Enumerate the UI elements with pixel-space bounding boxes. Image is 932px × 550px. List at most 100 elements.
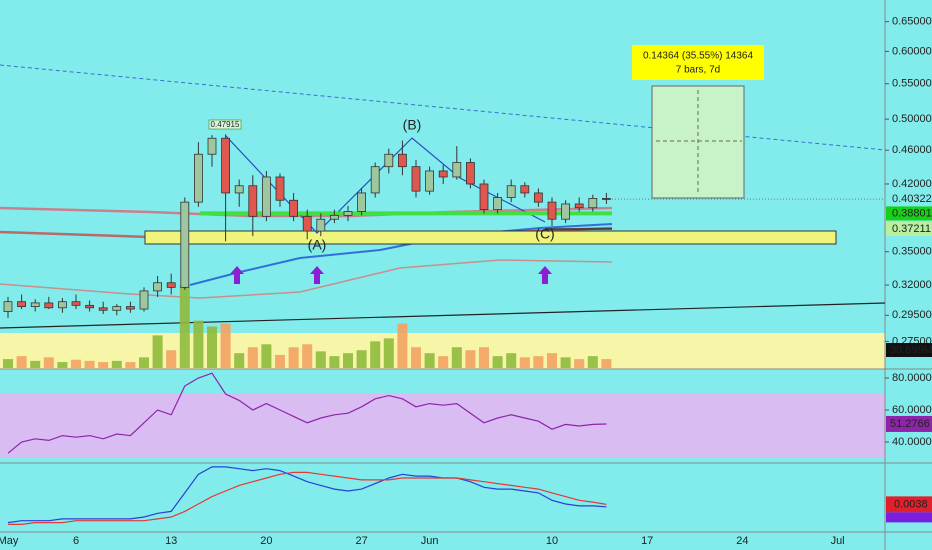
- candle-body: [588, 198, 598, 209]
- y-tick-label: 0.35000: [892, 246, 932, 258]
- candle-body: [221, 137, 231, 194]
- volume-bar: [302, 344, 313, 368]
- wave-label: (C): [535, 226, 554, 242]
- last-price-label: 0.40322: [892, 193, 932, 205]
- volume-bar: [560, 357, 571, 368]
- x-tick-label: 17: [641, 535, 653, 547]
- arrow-up: [538, 266, 552, 284]
- candle-body: [302, 215, 312, 232]
- volume-bar: [166, 350, 177, 368]
- volume-bar: [601, 359, 612, 368]
- volume-bar: [506, 353, 517, 368]
- candle-body: [452, 162, 462, 178]
- candle-body: [126, 306, 135, 310]
- y-tick-label: 0.60000: [892, 45, 932, 57]
- volume-bar: [43, 357, 54, 368]
- volume-bar: [547, 353, 557, 368]
- volume-bar: [71, 359, 81, 368]
- volume-bar: [315, 351, 326, 368]
- candle-body: [384, 153, 394, 168]
- candle-body: [166, 282, 176, 288]
- rsi-last-box: [886, 415, 932, 432]
- y-tick-label: 0.46000: [892, 144, 932, 156]
- volume-bar: [57, 362, 68, 368]
- y-tick-label: 0.42000: [892, 178, 932, 190]
- rsi-tick-label: 40.0000: [892, 436, 932, 448]
- level-label: 0.38801: [892, 207, 932, 219]
- candle-body: [153, 282, 163, 292]
- candle-body: [397, 153, 407, 168]
- volume-bar: [438, 356, 449, 368]
- volume-bar: [411, 347, 421, 368]
- volume-bar: [261, 344, 272, 368]
- rsi-tick-label: 80.0000: [892, 372, 932, 384]
- trend-line: [0, 64, 886, 151]
- candle-body: [112, 306, 122, 311]
- level-box: [886, 206, 932, 221]
- moving-average: [0, 259, 613, 299]
- candle-body: [85, 304, 94, 309]
- volume-bar: [465, 350, 476, 368]
- volume-bar: [397, 323, 408, 368]
- volume-bar: [424, 353, 435, 368]
- level-label: 0.37211: [892, 223, 931, 235]
- candle-body: [561, 203, 570, 220]
- arrows: [230, 266, 552, 284]
- x-tick-label: 27: [355, 535, 367, 547]
- volume-bar: [329, 356, 340, 368]
- moving-average: [0, 206, 613, 218]
- volume-bar: [125, 362, 136, 368]
- measure-label-box: [632, 45, 764, 80]
- volume-bar: [193, 320, 204, 368]
- volume-bar: [207, 326, 217, 368]
- candle-body: [343, 211, 353, 216]
- macd-extra-box: [886, 512, 932, 523]
- arrow-up: [230, 266, 244, 284]
- volume-bar: [383, 338, 394, 368]
- measure-label: 0.14364 (35.55%) 14364: [643, 51, 754, 62]
- x-tick-label: 24: [736, 535, 748, 547]
- rsi-tick-label: 60.0000: [892, 404, 932, 416]
- candle-body: [261, 176, 271, 217]
- volume-bar: [84, 360, 95, 368]
- candle-body: [248, 185, 258, 217]
- macd-last-label: 0.0038: [894, 498, 928, 510]
- candle-body: [3, 301, 13, 312]
- candle-body: [506, 185, 516, 198]
- volume-bar: [370, 341, 381, 368]
- rsi-line: [7, 372, 607, 454]
- volume-bar: [98, 362, 109, 368]
- candle-body: [370, 166, 380, 194]
- volume-bar: [3, 359, 13, 368]
- y-tick-label: 0.55000: [892, 78, 932, 90]
- volume-label: 30.699M: [890, 344, 932, 356]
- peak-label-box: [208, 119, 242, 130]
- candle-body: [574, 203, 584, 209]
- candle-body: [465, 162, 475, 185]
- candle-body: [316, 218, 326, 232]
- y-tick-label: 0.29500: [892, 309, 932, 321]
- arrow-up: [310, 266, 324, 284]
- volume-bar: [519, 357, 530, 368]
- wave-label: (A): [308, 237, 327, 253]
- y-tick-label: 0.32000: [892, 279, 932, 291]
- volume-bar: [492, 356, 503, 368]
- volume-bar: [16, 356, 27, 368]
- peak-label: 0.47915: [211, 120, 240, 129]
- candle-body: [602, 198, 611, 200]
- x-tick-label: May: [0, 535, 19, 547]
- signal-line: [8, 471, 607, 525]
- candle-body: [425, 170, 435, 192]
- candle-body: [547, 201, 557, 220]
- support-zone: [144, 230, 837, 245]
- volume-bar: [479, 347, 489, 368]
- candle-body: [234, 185, 244, 194]
- volume-bar: [152, 335, 163, 368]
- x-tick-label: 20: [260, 535, 272, 547]
- y-tick-label: 0.65000: [892, 16, 932, 28]
- candle-body: [71, 301, 81, 306]
- support-line: [0, 302, 886, 329]
- y-tick-label: 0.50000: [892, 113, 932, 125]
- x-tick-label: Jul: [831, 535, 845, 547]
